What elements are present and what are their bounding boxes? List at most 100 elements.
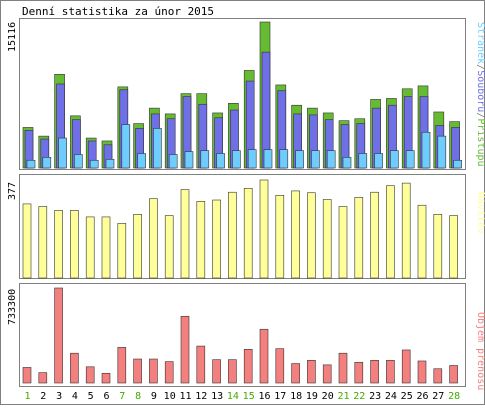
legend-item-0: Stránek bbox=[475, 22, 485, 64]
pages-bar-27 bbox=[437, 135, 447, 169]
visits-bar-14 bbox=[228, 191, 237, 279]
visits-bar-5 bbox=[85, 216, 95, 279]
day-label-19: 19 bbox=[306, 391, 318, 402]
bytes-bar-1 bbox=[22, 367, 32, 384]
day-label-22: 22 bbox=[353, 391, 365, 402]
bytes-bar-19 bbox=[307, 360, 316, 384]
bytes-bar-21 bbox=[338, 352, 348, 384]
requests-bars bbox=[22, 21, 462, 169]
day-label-23: 23 bbox=[369, 391, 381, 402]
legend-item-4: Přístupů bbox=[475, 118, 485, 166]
bytes-bar-25 bbox=[401, 349, 411, 384]
pages-bar-6 bbox=[105, 159, 115, 169]
pages-bar-13 bbox=[216, 153, 225, 169]
pages-bar-1 bbox=[26, 159, 36, 169]
visits-bar-28 bbox=[449, 215, 458, 279]
bytes-bar-28 bbox=[449, 365, 458, 384]
bytes-bar-12 bbox=[196, 345, 206, 384]
pages-bar-10 bbox=[168, 154, 178, 169]
bytes-bar-7 bbox=[117, 347, 127, 384]
visits-bar-8 bbox=[133, 214, 142, 279]
bytes-bar-9 bbox=[149, 358, 158, 384]
visits-bar-3 bbox=[54, 210, 63, 279]
day-label-21: 21 bbox=[337, 391, 349, 402]
visits-ymax-label: 377 bbox=[7, 182, 18, 200]
bytes-bar-22 bbox=[354, 361, 364, 384]
pages-bar-21 bbox=[342, 157, 352, 169]
visits-bar-1 bbox=[22, 203, 32, 279]
visits-bar-21 bbox=[338, 206, 348, 279]
bytes-bar-8 bbox=[133, 358, 142, 384]
visits-panel: 377 Návštěv bbox=[7, 174, 485, 279]
pages-bar-26 bbox=[421, 131, 431, 169]
visits-bar-19 bbox=[307, 192, 316, 279]
visits-bar-13 bbox=[212, 199, 221, 279]
day-label-5: 5 bbox=[88, 391, 94, 402]
pages-bar-19 bbox=[311, 150, 320, 169]
pages-bar-16 bbox=[263, 149, 273, 169]
visits-bar-22 bbox=[354, 197, 364, 279]
bytes-bar-18 bbox=[291, 363, 300, 384]
pages-bar-18 bbox=[295, 150, 304, 169]
day-label-15: 15 bbox=[243, 391, 255, 402]
pages-bar-20 bbox=[326, 150, 336, 169]
bytes-bar-5 bbox=[85, 366, 95, 384]
pages-bar-9 bbox=[153, 128, 162, 169]
day-label-7: 7 bbox=[119, 391, 125, 402]
day-label-1: 1 bbox=[24, 391, 30, 402]
bytes-legend: Objem přenosu bbox=[475, 312, 485, 390]
day-label-6: 6 bbox=[103, 391, 109, 402]
day-label-11: 11 bbox=[179, 391, 191, 402]
pages-bar-15 bbox=[247, 149, 257, 169]
visits-bar-27 bbox=[433, 214, 443, 279]
pages-bar-7 bbox=[121, 124, 131, 169]
legend-item-3: / bbox=[475, 112, 485, 118]
day-labels: 1 2 3 4 5 6 7 8 9 10 11 12 13 14 15 16 17 18 19 20 21 22 23 24 2… bbox=[24, 391, 460, 402]
visits-bar-23 bbox=[370, 191, 379, 279]
bytes-bar-27 bbox=[433, 368, 443, 384]
visits-bar-15 bbox=[243, 188, 253, 279]
day-label-4: 4 bbox=[72, 391, 78, 402]
visits-bar-25 bbox=[401, 182, 411, 279]
pages-bar-25 bbox=[405, 150, 415, 169]
visits-bar-9 bbox=[149, 198, 158, 279]
legend-item-0: Objem přenosu bbox=[475, 312, 485, 390]
visits-bar-11 bbox=[180, 189, 190, 279]
pages-bar-23 bbox=[374, 153, 383, 169]
day-label-3: 3 bbox=[56, 391, 62, 402]
bytes-bar-4 bbox=[70, 352, 79, 384]
bytes-bar-16 bbox=[259, 328, 269, 384]
bytes-bars bbox=[22, 287, 458, 384]
pages-bar-3 bbox=[58, 137, 67, 169]
pages-bar-11 bbox=[184, 151, 194, 169]
day-label-26: 26 bbox=[416, 391, 428, 402]
day-label-13: 13 bbox=[211, 391, 223, 402]
pages-bar-5 bbox=[89, 159, 99, 169]
day-label-16: 16 bbox=[258, 391, 270, 402]
bytes-bar-6 bbox=[101, 372, 111, 384]
day-label-17: 17 bbox=[274, 391, 286, 402]
pages-bar-22 bbox=[358, 153, 368, 169]
visits-bars bbox=[22, 179, 458, 279]
bytes-bar-24 bbox=[386, 360, 395, 384]
bytes-panel: 733300 Objem přenosu bbox=[7, 283, 485, 390]
legend-item-0: Návštěv bbox=[475, 192, 485, 234]
visits-bar-24 bbox=[386, 185, 395, 279]
day-label-20: 20 bbox=[322, 391, 334, 402]
visits-legend: Návštěv bbox=[475, 192, 485, 234]
visits-bar-7 bbox=[117, 223, 127, 279]
pages-bar-24 bbox=[390, 150, 399, 169]
chart-title: Denní statistika za únor 2015 bbox=[22, 5, 214, 18]
pages-bar-14 bbox=[232, 150, 241, 169]
requests-panel: 15116 Stránek/Souborů/Přístupů bbox=[7, 18, 485, 170]
bytes-bar-10 bbox=[164, 361, 174, 384]
bytes-bar-20 bbox=[322, 364, 332, 384]
day-label-8: 8 bbox=[135, 391, 141, 402]
visits-bar-20 bbox=[322, 199, 332, 279]
pages-bar-17 bbox=[279, 149, 289, 169]
pages-bar-12 bbox=[200, 150, 210, 169]
requests-ymax-label: 15116 bbox=[7, 22, 18, 52]
visits-bar-18 bbox=[291, 190, 300, 279]
